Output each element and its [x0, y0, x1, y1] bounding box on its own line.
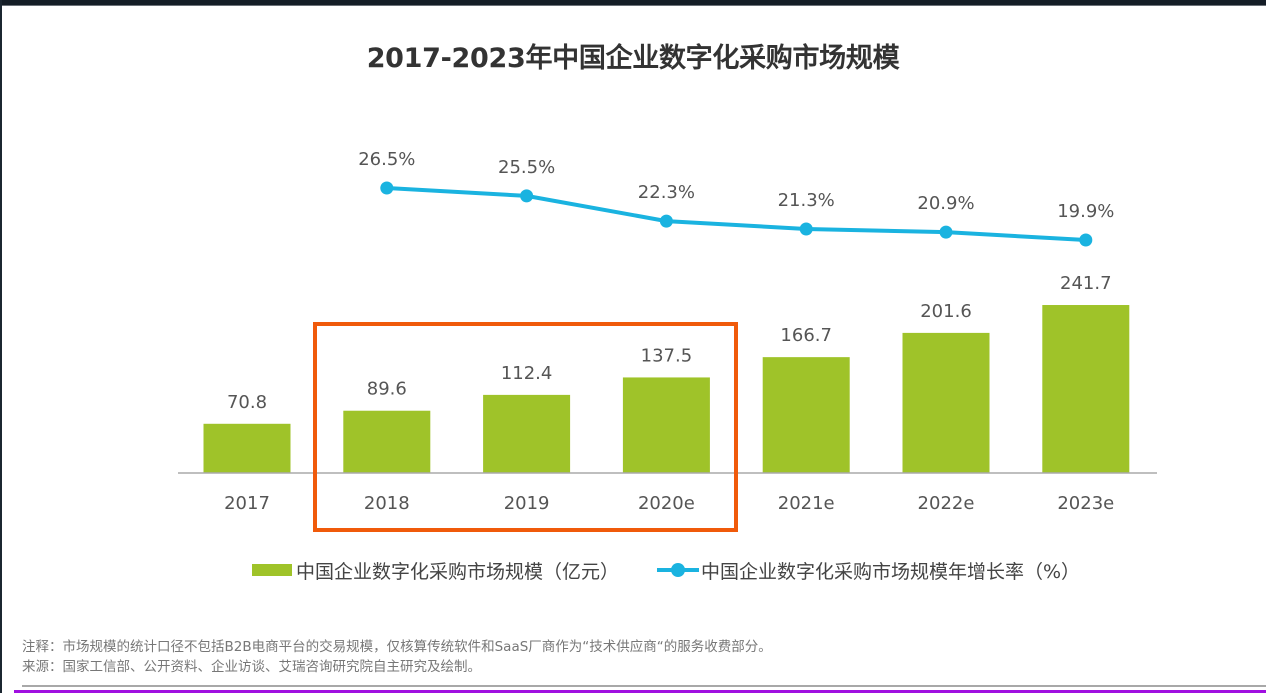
growth-rate-point-2019 — [520, 189, 534, 203]
bar-value-labels: 70.8 89.6 112.4 137.5 166.7 201.6 241.7 — [227, 273, 1112, 413]
bar-value-label: 241.7 — [1060, 273, 1112, 294]
legend-bar-label: 中国企业数字化采购市场规模（亿元） — [296, 560, 620, 583]
growth-rate-label: 26.5% — [358, 149, 415, 170]
bar-2017 — [203, 423, 291, 473]
growth-rate-point-2022e — [939, 225, 953, 239]
legend-bar-swatch — [252, 564, 292, 576]
window-top-bar — [0, 0, 1266, 5]
growth-rate-point-2020e — [659, 214, 673, 228]
window-top-border — [0, 5, 1266, 6]
bar-value-label: 201.6 — [920, 301, 972, 322]
growth-rate-label: 25.5% — [498, 157, 555, 178]
growth-rate-point-2018 — [380, 181, 394, 195]
highlight-box-2018-2020 — [313, 322, 738, 532]
legend-item-market-size: 中国企业数字化采购市场规模（亿元） — [252, 557, 619, 583]
growth-rate-label: 20.9% — [917, 193, 974, 214]
legend-line-label: 中国企业数字化采购市场规模年增长率（%） — [701, 560, 1081, 583]
source-text: 来源：国家工信部、公开资料、企业访谈、艾瑞咨询研究院自主研究及绘制。 — [22, 659, 481, 675]
growth-rate-point-2023e — [1079, 233, 1093, 247]
bar-value-label: 137.5 — [641, 345, 693, 366]
bar-2022e — [902, 332, 990, 473]
growth-rate-point-2021e — [799, 222, 813, 236]
x-tick-label: 2017 — [224, 493, 270, 514]
bar-2018 — [343, 410, 431, 473]
bar-series — [203, 305, 1130, 473]
x-tick-label: 2023e — [1057, 493, 1114, 514]
x-axis-tick-labels: 2017 2018 2019 2020e 2021e 2022e 2023e — [224, 493, 1114, 514]
x-tick-label: 2020e — [638, 493, 695, 514]
chart-notes: 注释：市场规模的统计口径不包括B2B电商平台的交易规模，仅核算传统软件和SaaS… — [22, 637, 772, 677]
x-tick-label: 2022e — [918, 493, 975, 514]
x-tick-label: 2018 — [364, 493, 410, 514]
footer-accent-bar — [14, 690, 1266, 693]
x-tick-label: 2019 — [504, 493, 550, 514]
chart-title: 2017-2023年中国企业数字化采购市场规模 — [366, 43, 900, 74]
bar-2019 — [483, 394, 571, 473]
bar-value-label: 70.8 — [227, 392, 267, 413]
growth-rate-label: 22.3% — [638, 182, 695, 203]
growth-rate-labels: 26.5% 25.5% 22.3% 21.3% 20.9% 19.9% — [358, 149, 1114, 222]
bar-value-label: 166.7 — [780, 325, 832, 346]
growth-rate-series — [380, 181, 1093, 247]
legend-item-growth-rate: 中国企业数字化采购市场规模年增长率（%） — [657, 557, 1080, 583]
growth-rate-line — [386, 186, 1086, 243]
footer-divider — [22, 685, 1266, 687]
growth-rate-label: 19.9% — [1057, 201, 1114, 222]
bar-2023e — [1042, 305, 1130, 473]
bar-2021e — [762, 357, 850, 473]
legend-line-marker-icon — [657, 563, 699, 577]
note-text: 注释：市场规模的统计口径不包括B2B电商平台的交易规模，仅核算传统软件和SaaS… — [22, 639, 772, 655]
bar-value-label: 89.6 — [367, 379, 407, 400]
bar-2020e — [622, 377, 710, 473]
growth-rate-label: 21.3% — [778, 190, 835, 211]
bar-value-label: 112.4 — [501, 363, 553, 384]
x-tick-label: 2021e — [778, 493, 835, 514]
window-left-border — [0, 0, 2, 693]
